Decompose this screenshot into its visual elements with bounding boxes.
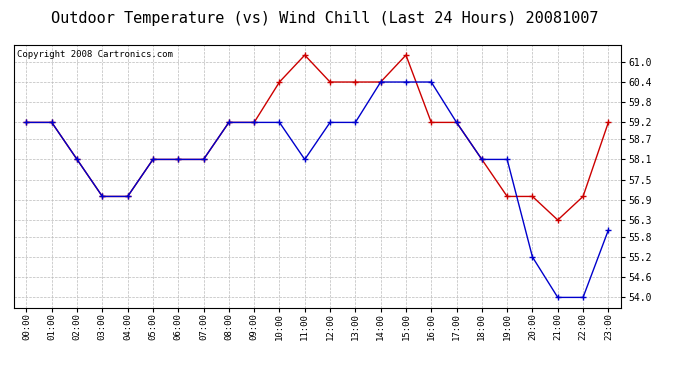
Text: Outdoor Temperature (vs) Wind Chill (Last 24 Hours) 20081007: Outdoor Temperature (vs) Wind Chill (Las… (50, 11, 598, 26)
Text: Copyright 2008 Cartronics.com: Copyright 2008 Cartronics.com (17, 50, 172, 59)
